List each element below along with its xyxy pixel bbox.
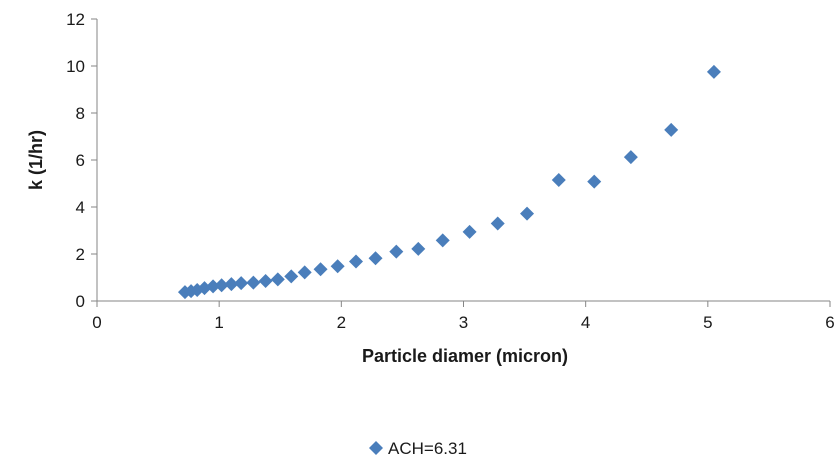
x-tick-label: 1 [214, 313, 223, 332]
data-point [348, 254, 363, 269]
data-point [706, 64, 721, 79]
data-point [411, 241, 426, 256]
x-tick-label: 0 [92, 313, 101, 332]
y-tick-label: 6 [76, 151, 85, 170]
data-point [297, 265, 312, 280]
y-tick-label: 8 [76, 104, 85, 123]
data-point [389, 244, 404, 259]
data-point [368, 251, 383, 266]
data-point [224, 277, 239, 292]
y-tick-label: 0 [76, 292, 85, 311]
y-tick-label: 4 [76, 198, 85, 217]
axes-layer [96, 19, 830, 302]
legend: ACH=6.31 [369, 439, 467, 458]
x-tick-label: 5 [703, 313, 712, 332]
data-point [462, 224, 477, 239]
x-axis-title: Particle diamer (micron) [362, 346, 568, 366]
data-point [435, 233, 450, 248]
data-point [270, 272, 285, 287]
y-tick-label: 12 [66, 10, 85, 29]
legend-label: ACH=6.31 [388, 439, 467, 458]
data-point [330, 259, 345, 274]
data-point [246, 275, 261, 290]
data-point [520, 206, 535, 221]
x-tick-label: 2 [337, 313, 346, 332]
data-point [587, 174, 602, 189]
y-tick-label: 10 [66, 57, 85, 76]
points-layer [177, 64, 721, 300]
y-axis-title: k (1/hr) [26, 130, 46, 190]
data-point [490, 216, 505, 231]
x-tick-label: 3 [459, 313, 468, 332]
x-tick-label: 4 [581, 313, 590, 332]
data-point [214, 278, 229, 293]
data-point [234, 276, 249, 291]
legend-marker [369, 441, 383, 455]
data-point [313, 262, 328, 277]
data-point [551, 172, 566, 187]
data-point [206, 279, 221, 294]
data-point [623, 150, 638, 165]
data-point [258, 274, 273, 289]
data-point [664, 122, 679, 137]
x-tick-label: 6 [825, 313, 834, 332]
y-tick-label: 2 [76, 245, 85, 264]
data-point [284, 269, 299, 284]
